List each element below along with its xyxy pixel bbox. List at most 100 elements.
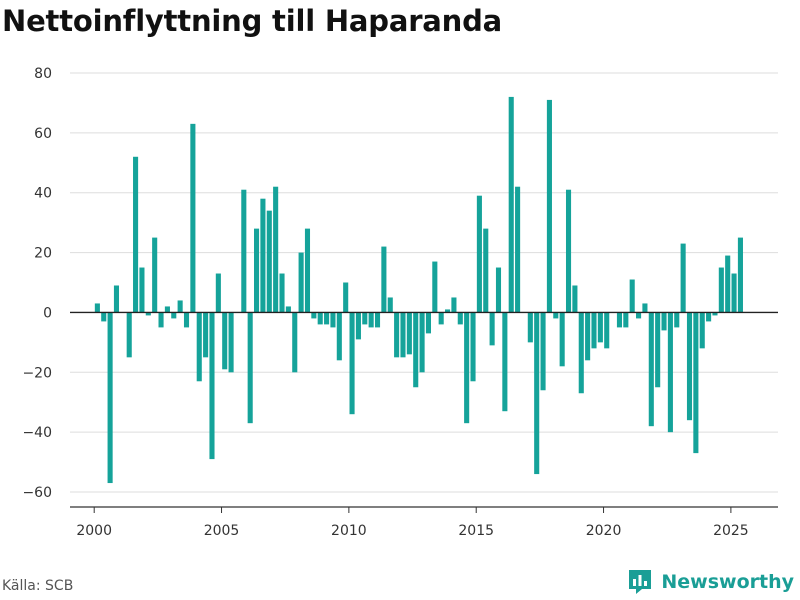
brand-logo[interactable]: Newsworthy	[627, 568, 794, 596]
bar	[394, 312, 400, 358]
bar	[292, 312, 298, 373]
bar	[203, 312, 209, 358]
x-tick-label: 2000	[76, 523, 112, 539]
bar	[266, 210, 272, 313]
x-tick-label: 2015	[458, 523, 494, 539]
bar	[158, 312, 164, 328]
bar	[311, 312, 317, 319]
bar	[336, 312, 342, 361]
bar	[699, 312, 705, 349]
bar	[464, 312, 470, 424]
bar	[674, 312, 680, 328]
bar	[527, 312, 533, 343]
bar	[164, 306, 170, 313]
bar	[317, 312, 323, 325]
bar	[546, 99, 552, 313]
bar	[94, 303, 100, 313]
source-note: Källa: SCB	[2, 578, 74, 594]
bar	[279, 273, 285, 313]
bar	[731, 273, 737, 313]
bar	[623, 312, 629, 328]
bar	[718, 267, 724, 313]
bar	[508, 96, 514, 313]
bar	[578, 312, 584, 394]
bar	[686, 312, 693, 421]
x-tick-label: 2010	[331, 523, 367, 539]
bar	[565, 189, 572, 313]
newsworthy-logo-icon	[629, 570, 652, 594]
bar	[126, 312, 132, 358]
bar	[661, 312, 667, 331]
bar	[451, 297, 457, 313]
bar	[241, 189, 247, 313]
axes: 80 60 40 20 0 −20 −40 −60 2000 2005 2010 2015 2020 20…	[22, 66, 778, 539]
bar	[725, 255, 731, 313]
bar	[559, 312, 565, 367]
bar	[368, 312, 374, 328]
bar	[101, 312, 107, 322]
bar	[349, 312, 355, 415]
bar	[655, 312, 661, 388]
bar	[432, 261, 438, 313]
bar	[438, 312, 444, 325]
gridlines	[70, 72, 778, 493]
bar	[495, 267, 502, 313]
bar	[177, 300, 183, 313]
bar	[196, 312, 202, 382]
bar	[629, 279, 635, 313]
bar	[183, 312, 190, 328]
y-tick-label: −20	[22, 365, 52, 381]
bar	[387, 297, 393, 313]
bar	[273, 186, 279, 313]
bar	[712, 312, 718, 316]
bar	[693, 312, 699, 454]
bar	[209, 312, 215, 460]
bar	[585, 312, 591, 361]
bar	[476, 195, 482, 313]
bar	[304, 228, 311, 313]
bars	[94, 96, 743, 484]
bar	[406, 312, 412, 355]
bar	[152, 237, 158, 313]
bar	[636, 312, 642, 319]
bar	[648, 312, 654, 427]
bar	[642, 303, 648, 313]
bar	[706, 312, 712, 322]
y-tick-label: −40	[22, 425, 52, 441]
bar	[616, 312, 623, 328]
bar	[604, 312, 610, 349]
bar	[737, 237, 743, 313]
bar	[419, 312, 425, 373]
brand-name: Newsworthy	[661, 571, 794, 593]
bar	[470, 312, 476, 382]
bar	[355, 312, 361, 340]
y-tick-label: −60	[22, 485, 52, 501]
bar	[145, 312, 151, 316]
bar	[285, 306, 291, 313]
bar	[133, 156, 139, 313]
bar	[534, 312, 540, 475]
bar	[483, 228, 489, 313]
bar	[228, 312, 234, 373]
bar	[425, 312, 431, 334]
bar	[139, 267, 145, 313]
bar	[113, 285, 120, 313]
y-tick-label: 60	[34, 126, 52, 142]
bar	[190, 123, 196, 313]
bar	[597, 312, 603, 343]
chart-title: Nettoinflyttning till Haparanda	[2, 4, 503, 38]
bar	[515, 186, 521, 313]
x-tick-label: 2020	[586, 523, 622, 539]
bar	[260, 198, 266, 313]
bar	[171, 312, 177, 319]
bar	[667, 312, 673, 433]
bar	[457, 312, 463, 325]
bar	[381, 246, 387, 313]
bar	[502, 312, 508, 412]
bar	[413, 312, 419, 388]
bar	[445, 309, 451, 313]
bar	[680, 243, 686, 313]
bar	[330, 312, 336, 328]
bar	[400, 312, 406, 358]
bar	[324, 312, 330, 325]
